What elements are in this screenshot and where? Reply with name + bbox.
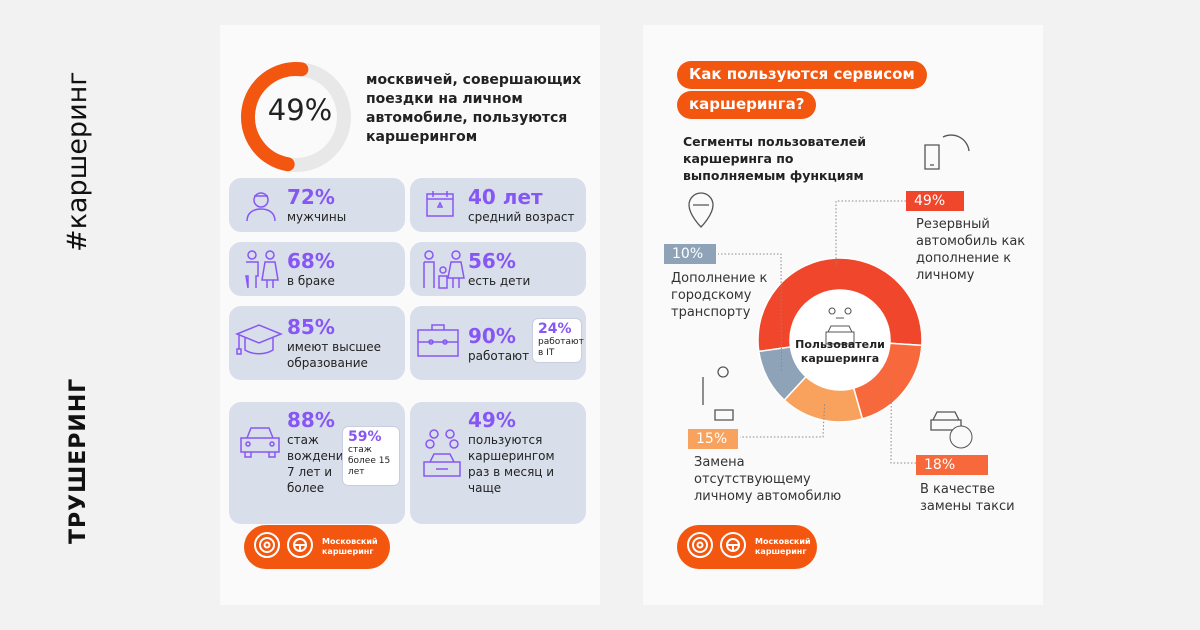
stat-value: 72% (287, 185, 335, 209)
chart-subtitle: Сегменты пользователей каршеринга по вып… (683, 134, 867, 183)
segment-label: Дополнение к городскому транспорту (671, 271, 768, 320)
segment-value: 15% (696, 431, 728, 447)
group-car-icon (423, 429, 461, 477)
segment-value-badge (906, 191, 964, 211)
briefcase-icon (417, 324, 459, 357)
segment-label: Замена отсутствующему личному автомобилю (694, 455, 842, 504)
callout-label: работают в IT (538, 337, 584, 358)
stat-card-employment: 90% работают 24% работают в IT (410, 306, 586, 380)
callout-experience: 59% стаж более 15 лет (342, 426, 400, 486)
segment-value-badge (916, 455, 988, 475)
leader-line (890, 381, 916, 464)
ring-value: 49% (267, 93, 333, 127)
stat-label: средний возраст (468, 210, 575, 224)
title-line-1: Как пользуются сервисом (677, 61, 927, 89)
segment-value: 18% (924, 457, 956, 473)
stat-label: стаж вождения 7 лет и более (287, 433, 351, 495)
callout-value: 59% (348, 429, 382, 445)
callout-label: стаж более 15 лет (348, 445, 391, 477)
donut-chart (664, 134, 988, 475)
leader-line (835, 200, 906, 265)
stat-value: 40 лет (468, 185, 543, 209)
brand-label: ТРУШЕРИНГ (66, 377, 91, 544)
segment-value: 10% (672, 246, 704, 262)
stat-label: работают (468, 349, 530, 363)
leader-line (718, 253, 782, 371)
segment-value-badge (664, 244, 716, 264)
couple-icon (245, 250, 279, 289)
title-line-2: каршеринга? (677, 91, 817, 119)
stat-value: 56% (468, 249, 516, 273)
stat-card-frequency: 49% пользуются каршерингом раз в месяц и… (410, 402, 586, 524)
clock-icon (949, 425, 973, 449)
donut-segment (757, 257, 923, 353)
stat-label: имеют высшее образование (287, 340, 382, 370)
car-icon (240, 427, 280, 458)
man-icon (246, 192, 276, 222)
right-infographic: Как пользуются сервисом каршеринга? Сегм… (643, 25, 1043, 605)
stat-value: 88% (287, 408, 335, 432)
location-car-icon (688, 192, 714, 228)
phone-steering-icon (924, 134, 970, 170)
stat-label: мужчины (287, 210, 347, 224)
stat-label: пользуются каршерингом раз в месяц и чащ… (468, 433, 555, 495)
stat-card-age: 40 лет средний возраст (410, 178, 586, 232)
segment-label: Резервный автомобиль как дополнение к ли… (916, 217, 1026, 283)
stat-value: 90% (468, 324, 516, 348)
logo-mark-icon (687, 532, 746, 558)
logo-text: Московский каршеринг (755, 537, 811, 556)
family-icon (423, 250, 465, 289)
left-infographic: 49% москвичей, совершающих поездки на ли… (220, 25, 600, 605)
segment-label: В качестве замены такси (920, 482, 1015, 514)
segment-value-badge (688, 429, 738, 449)
stat-value: 68% (287, 249, 335, 273)
stat-card-driving-experience: 88% стаж вождения 7 лет и более 59% стаж … (229, 402, 405, 524)
callout-value: 24% (538, 321, 572, 337)
users-car-icon (825, 307, 855, 345)
stat-value: 49% (468, 408, 516, 432)
segment-value: 49% (914, 193, 946, 209)
stat-card-married: 68% в браке (229, 242, 405, 296)
stat-card-children: 56% есть дети (410, 242, 586, 296)
callout-it: 24% работают в IT (532, 318, 584, 363)
logo-mark-icon (254, 532, 313, 558)
stat-card-men: 72% мужчины (229, 178, 405, 232)
moscow-carsharing-logo: Московский каршеринг (244, 525, 390, 569)
donut-center-label: Пользователи каршеринга (795, 338, 885, 365)
donut-segment (757, 346, 808, 402)
donut-hole (791, 291, 889, 389)
calendar-icon (426, 191, 454, 217)
logo-text: Московский каршеринг (322, 537, 378, 556)
moscow-carsharing-logo: Московский каршеринг (677, 525, 817, 569)
stat-label: в браке (287, 274, 335, 288)
stat-label: есть дети (468, 274, 531, 288)
leader-line (740, 404, 826, 438)
route-car-icon (702, 366, 734, 421)
progress-ring (241, 62, 351, 172)
hashtag: #каршеринг (62, 71, 93, 252)
ring-description: москвичей, совершающих поездки на личном… (366, 72, 582, 145)
stat-value: 85% (287, 315, 335, 339)
graduation-cap-icon (235, 324, 283, 355)
stat-card-education: 85% имеют высшее образование (229, 306, 405, 380)
